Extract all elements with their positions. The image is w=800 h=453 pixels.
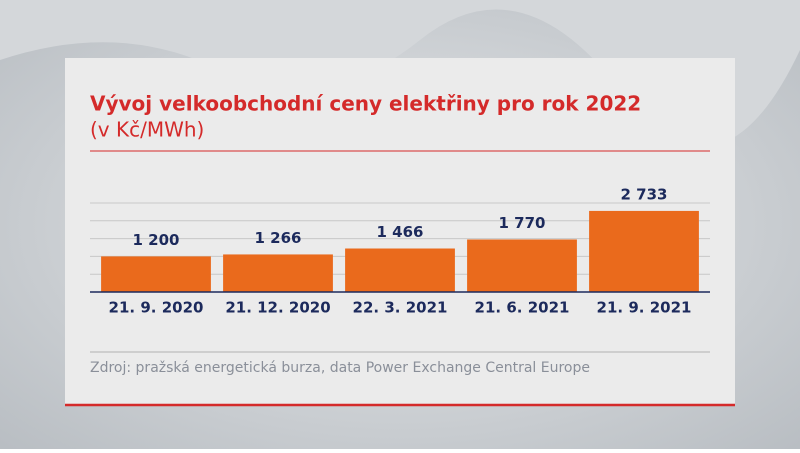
source: Zdroj: pražská energetická burza, data P… (90, 360, 590, 376)
chart-subtitle: (v Kč/MWh) (90, 118, 204, 142)
bar (467, 239, 577, 292)
x-tick-label: 21. 6. 2021 (475, 299, 570, 317)
bar (223, 254, 333, 292)
bar (589, 210, 699, 292)
value-label: 1 466 (377, 223, 424, 241)
value-label: 1 266 (255, 229, 302, 247)
value-label: 2 733 (621, 185, 668, 203)
x-tick-label: 21. 9. 2020 (109, 299, 204, 317)
x-tick-label: 22. 3. 2021 (353, 299, 448, 317)
bar (101, 256, 211, 292)
map-shape (0, 0, 800, 147)
x-tick-label: 21. 12. 2020 (225, 299, 330, 317)
value-label: 1 770 (499, 214, 546, 232)
bar (345, 248, 455, 292)
chart-title: Vývoj velkoobchodní ceny elektřiny pro r… (90, 92, 641, 116)
x-tick-label: 21. 9. 2021 (597, 299, 692, 317)
value-label: 1 200 (133, 231, 180, 249)
